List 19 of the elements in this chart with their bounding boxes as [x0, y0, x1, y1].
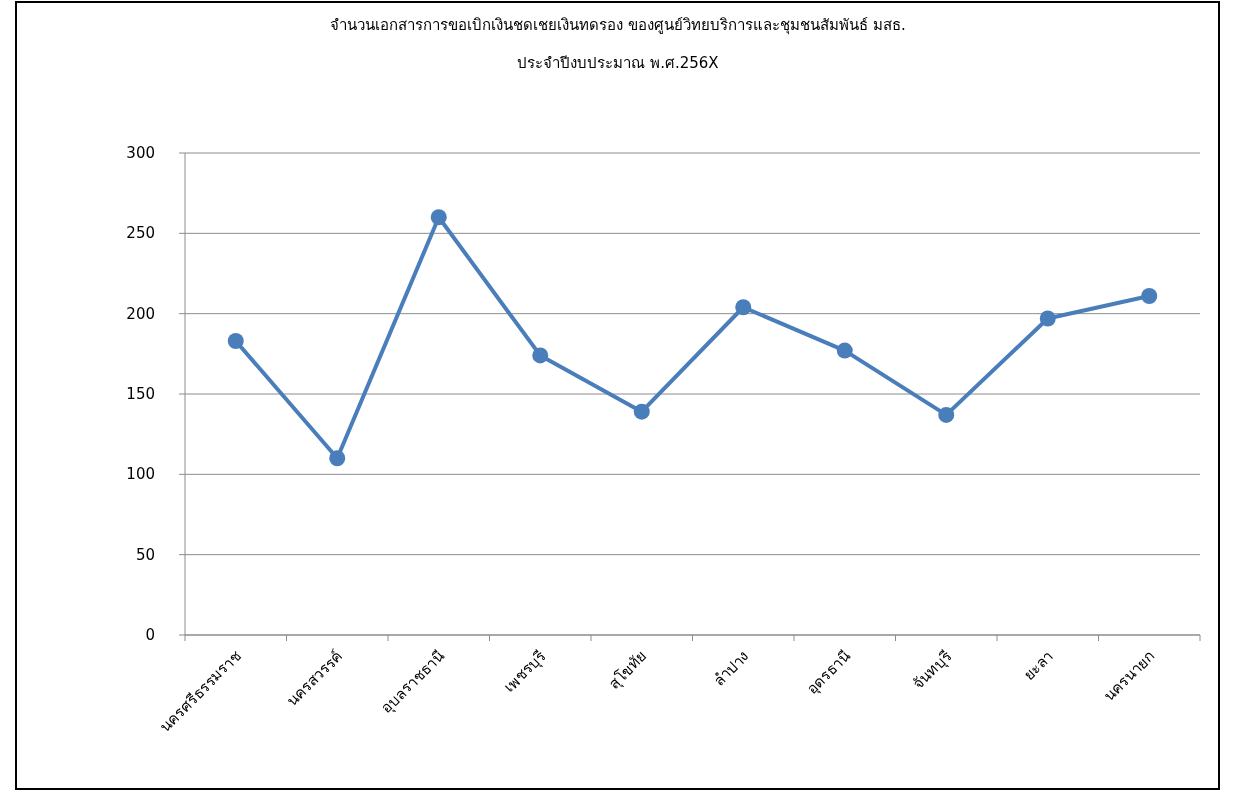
- y-tick-label: 300: [126, 144, 155, 162]
- point: [1141, 287, 1158, 304]
- point: [836, 342, 853, 359]
- y-tick-label: 50: [135, 545, 155, 564]
- point: [938, 406, 955, 423]
- chart-title: จำนวนเอกสารการขอเบิกเงินชดเชยเงินทดรอง ของศูนย์วิทยบริการและชุมชนสัมพันธ์ มสธ.: [330, 16, 906, 35]
- point: [227, 332, 244, 349]
- y-tick-label: 200: [126, 304, 155, 323]
- y-tick-label: 150: [126, 385, 155, 403]
- point: [633, 403, 650, 420]
- chart-subtitle: ประจำปีงบประมาณ พ.ศ.256X: [517, 54, 719, 72]
- y-tick-label: 250: [126, 224, 155, 243]
- point: [430, 209, 447, 226]
- point: [329, 450, 346, 467]
- y-tick-label: 100: [126, 465, 155, 484]
- point: [532, 347, 549, 364]
- y-tick-label: 0: [145, 626, 155, 644]
- point: [735, 299, 752, 316]
- point: [1039, 310, 1056, 327]
